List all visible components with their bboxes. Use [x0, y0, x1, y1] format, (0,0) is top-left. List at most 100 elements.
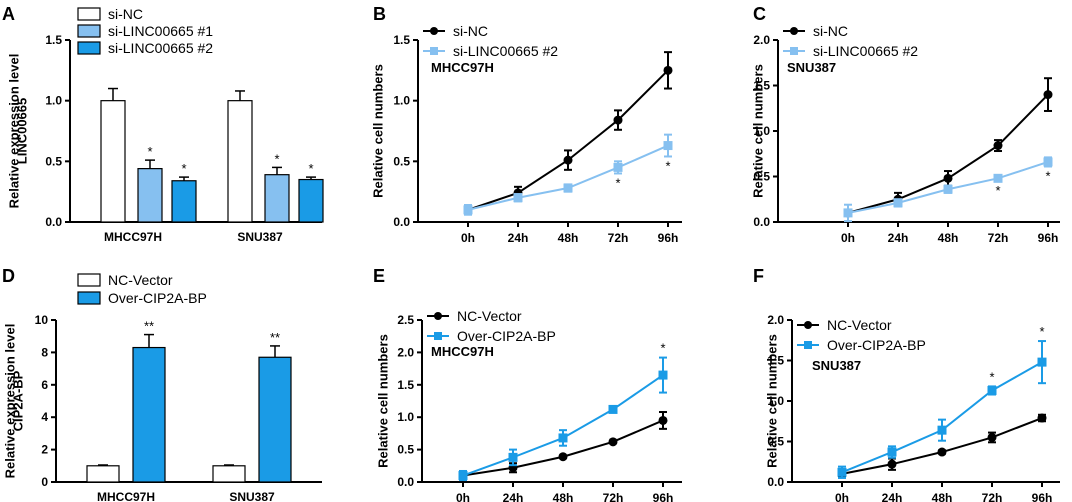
data-point	[663, 65, 673, 75]
bar	[212, 465, 246, 483]
data-point	[987, 432, 997, 442]
legend-marker-circle	[790, 27, 798, 35]
x-tick-label: 72h	[988, 231, 1009, 245]
data-point	[608, 404, 618, 414]
y-tick-label: 0	[41, 475, 48, 489]
y-tick-label: 0.5	[767, 435, 784, 449]
x-tick-label: 0h	[461, 231, 475, 245]
data-point	[563, 155, 573, 165]
legend-swatch	[77, 41, 101, 55]
legend-label: si-LINC00665 #2	[453, 43, 558, 59]
panel-f: F NC-Vector Over-CIP2A-BP SNU387 0.0 0.5 1.0 1.…	[753, 266, 1060, 502]
panel-letter: C	[753, 4, 766, 24]
series-line	[847, 93, 1049, 214]
x-tick-label: 48h	[938, 231, 959, 245]
legend-swatch	[77, 24, 101, 38]
data-point	[513, 193, 523, 203]
y-tick-label: 2.0	[753, 33, 770, 47]
panel-letter: D	[2, 266, 15, 286]
x-tick-label: 96h	[653, 491, 674, 502]
data-point	[508, 452, 518, 462]
legend-label: NC-Vector	[827, 317, 892, 333]
bar	[264, 174, 290, 223]
y-tick-label: 1.5	[767, 354, 784, 368]
data-point	[658, 415, 668, 425]
x-tick-label: 72h	[608, 231, 629, 245]
panel-d: D NC-Vector Over-CIP2A-BP 0 2 4 6 8 10 Relative e…	[2, 266, 322, 502]
x-tick-label: 96h	[658, 231, 679, 245]
bar	[100, 100, 126, 223]
cell-line-annotation: SNU387	[787, 60, 836, 75]
y-tick-label: 1.5	[45, 33, 62, 47]
y-tick-label: 2.0	[397, 345, 414, 359]
legend-marker-circle	[430, 27, 438, 35]
y-tick-label: 1.0	[767, 394, 784, 408]
bar	[132, 346, 166, 483]
data-point	[937, 447, 947, 457]
y-axis-label: Relative cell numbers	[751, 64, 766, 198]
x-tick-label: 0h	[456, 491, 470, 502]
legend-marker-circle	[434, 312, 442, 320]
data-point	[1037, 413, 1047, 423]
x-tick-label: 48h	[553, 491, 574, 502]
data-point	[943, 173, 953, 183]
significance-star: *	[147, 144, 152, 159]
x-tick-label: 48h	[932, 491, 953, 502]
legend-label: si-LINC00665 #2	[108, 40, 213, 56]
series-line	[462, 419, 664, 477]
x-tick-label: 24h	[882, 491, 903, 502]
y-tick-label: 0.0	[767, 475, 784, 489]
y-tick-label: 0.0	[45, 215, 62, 229]
data-point	[663, 141, 673, 151]
data-point	[837, 467, 847, 477]
panel-letter: B	[373, 4, 386, 24]
bar	[171, 180, 197, 223]
bar	[137, 168, 163, 223]
data-point	[887, 447, 897, 457]
y-tick-label: 2.0	[767, 313, 784, 327]
y-tick-label: 1.5	[393, 33, 410, 47]
y-tick-label: 0.0	[753, 215, 770, 229]
y-tick-label: 0.5	[393, 154, 410, 168]
legend-swatch	[77, 7, 101, 21]
y-axis-label: LINC00665	[15, 98, 30, 164]
bar	[258, 356, 292, 483]
y-tick-label: 4	[41, 410, 48, 424]
legend-label: NC-Vector	[108, 272, 173, 288]
x-tick-label: 0h	[841, 231, 855, 245]
x-tick-label: 24h	[888, 231, 909, 245]
legend-label: si-NC	[453, 23, 488, 39]
legend-label: si-LINC00665 #2	[813, 43, 918, 59]
data-point	[987, 385, 997, 395]
y-tick-label: 1.0	[393, 94, 410, 108]
legend-label: Over-CIP2A-BP	[827, 337, 926, 353]
x-tick-label: 96h	[1038, 231, 1059, 245]
legend-marker-square	[430, 47, 438, 55]
x-tick-label: 24h	[508, 231, 529, 245]
y-tick-label: 6	[41, 378, 48, 392]
data-point	[563, 183, 573, 193]
x-tick-label: 48h	[558, 231, 579, 245]
cell-line-annotation: SNU387	[812, 358, 861, 373]
y-axis-label: Relative expression level	[3, 324, 18, 479]
y-axis-label: Relative cell numbers	[371, 64, 386, 198]
data-point	[458, 471, 468, 481]
data-point	[558, 452, 568, 462]
y-tick-label: 2	[41, 443, 48, 457]
x-tick-label: 96h	[1032, 491, 1053, 502]
legend-marker-square	[790, 47, 798, 55]
x-tick-label: 72h	[603, 491, 624, 502]
legend-label: Over-CIP2A-BP	[457, 328, 556, 344]
bar	[86, 465, 120, 483]
y-tick-label: 10	[35, 313, 49, 327]
significance-star: *	[995, 183, 1000, 198]
y-tick-label: 2.5	[397, 313, 414, 327]
x-tick-label: SNU387	[229, 490, 275, 502]
x-tick-label: MHCC97H	[97, 490, 155, 502]
cell-line-annotation: MHCC97H	[431, 60, 494, 75]
data-point	[1043, 90, 1053, 100]
significance-star: **	[270, 330, 280, 345]
